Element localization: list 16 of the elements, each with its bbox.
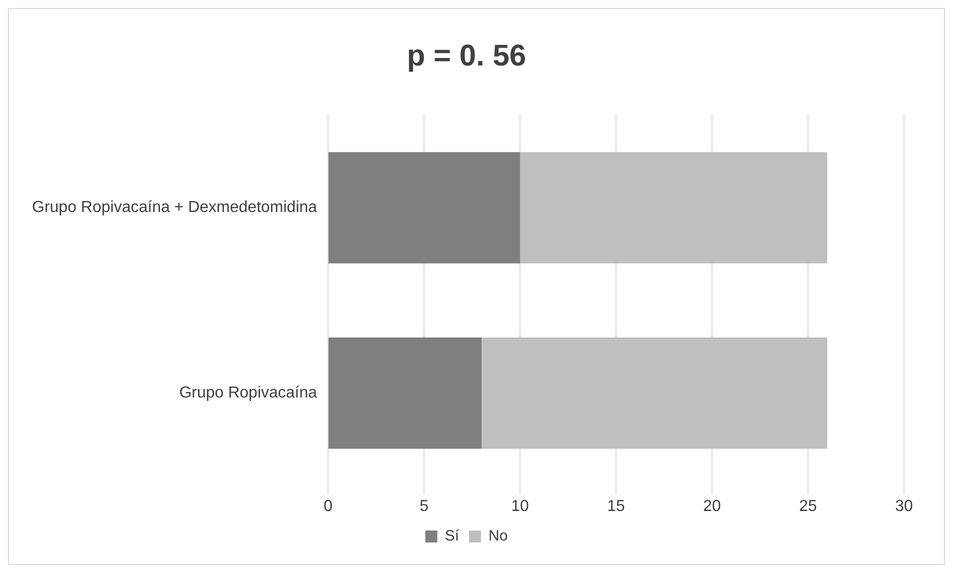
x-tick-label: 20 (703, 498, 722, 515)
bar (328, 152, 520, 264)
y-tick-label: Grupo Ropivacaína (179, 384, 318, 402)
legend-label: Sí (444, 528, 460, 545)
chart-title: p = 0. 56 (406, 39, 526, 72)
x-tick-label: 25 (799, 498, 818, 515)
x-tick-label: 5 (420, 498, 429, 515)
bar (520, 152, 828, 264)
bar (328, 337, 482, 449)
x-tick-label: 10 (511, 498, 530, 515)
bar (482, 337, 828, 449)
y-tick-label: Grupo Ropivacaína + Dexmedetomidina (32, 199, 318, 216)
x-tick-label: 15 (607, 498, 626, 515)
x-tick-label: 0 (324, 498, 333, 515)
legend-label: No (488, 528, 508, 545)
x-tick-label: 30 (895, 498, 913, 515)
